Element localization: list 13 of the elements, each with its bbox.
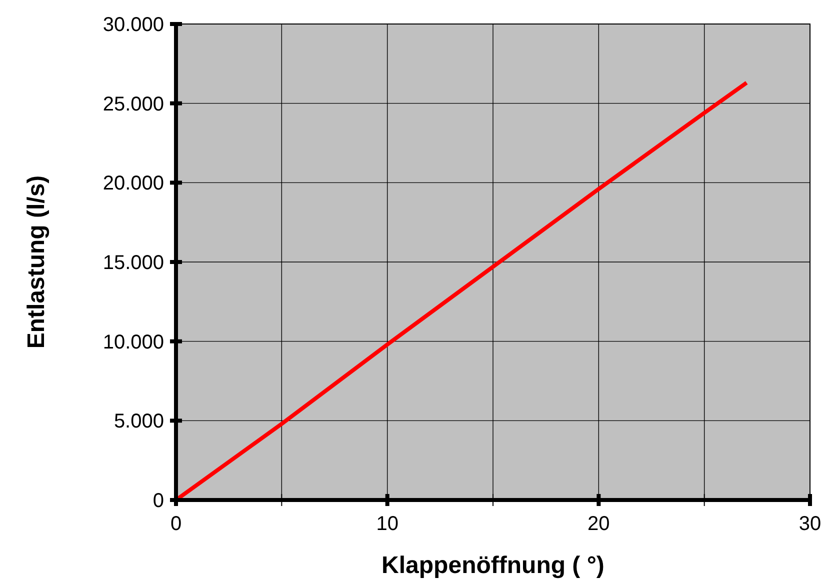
x-tick-label: 10 [376, 513, 398, 535]
x-axis-title: Klappenöffnung ( °) [382, 552, 604, 579]
y-axis-title: Entlastung (l/s) [23, 175, 50, 349]
y-tick-label: 10.000 [102, 331, 164, 354]
x-tick-label: 20 [588, 513, 610, 535]
y-tick-label: 25.000 [102, 93, 164, 116]
x-tick-label: 30 [798, 513, 822, 535]
y-tick-label: 30.000 [102, 14, 164, 36]
y-tick-label: 20.000 [102, 172, 164, 195]
y-tick-label: 0 [152, 490, 164, 512]
y-tick-label: 15.000 [102, 252, 164, 274]
x-tick-label: 0 [170, 513, 182, 535]
y-tick-label: 5.000 [114, 410, 164, 433]
